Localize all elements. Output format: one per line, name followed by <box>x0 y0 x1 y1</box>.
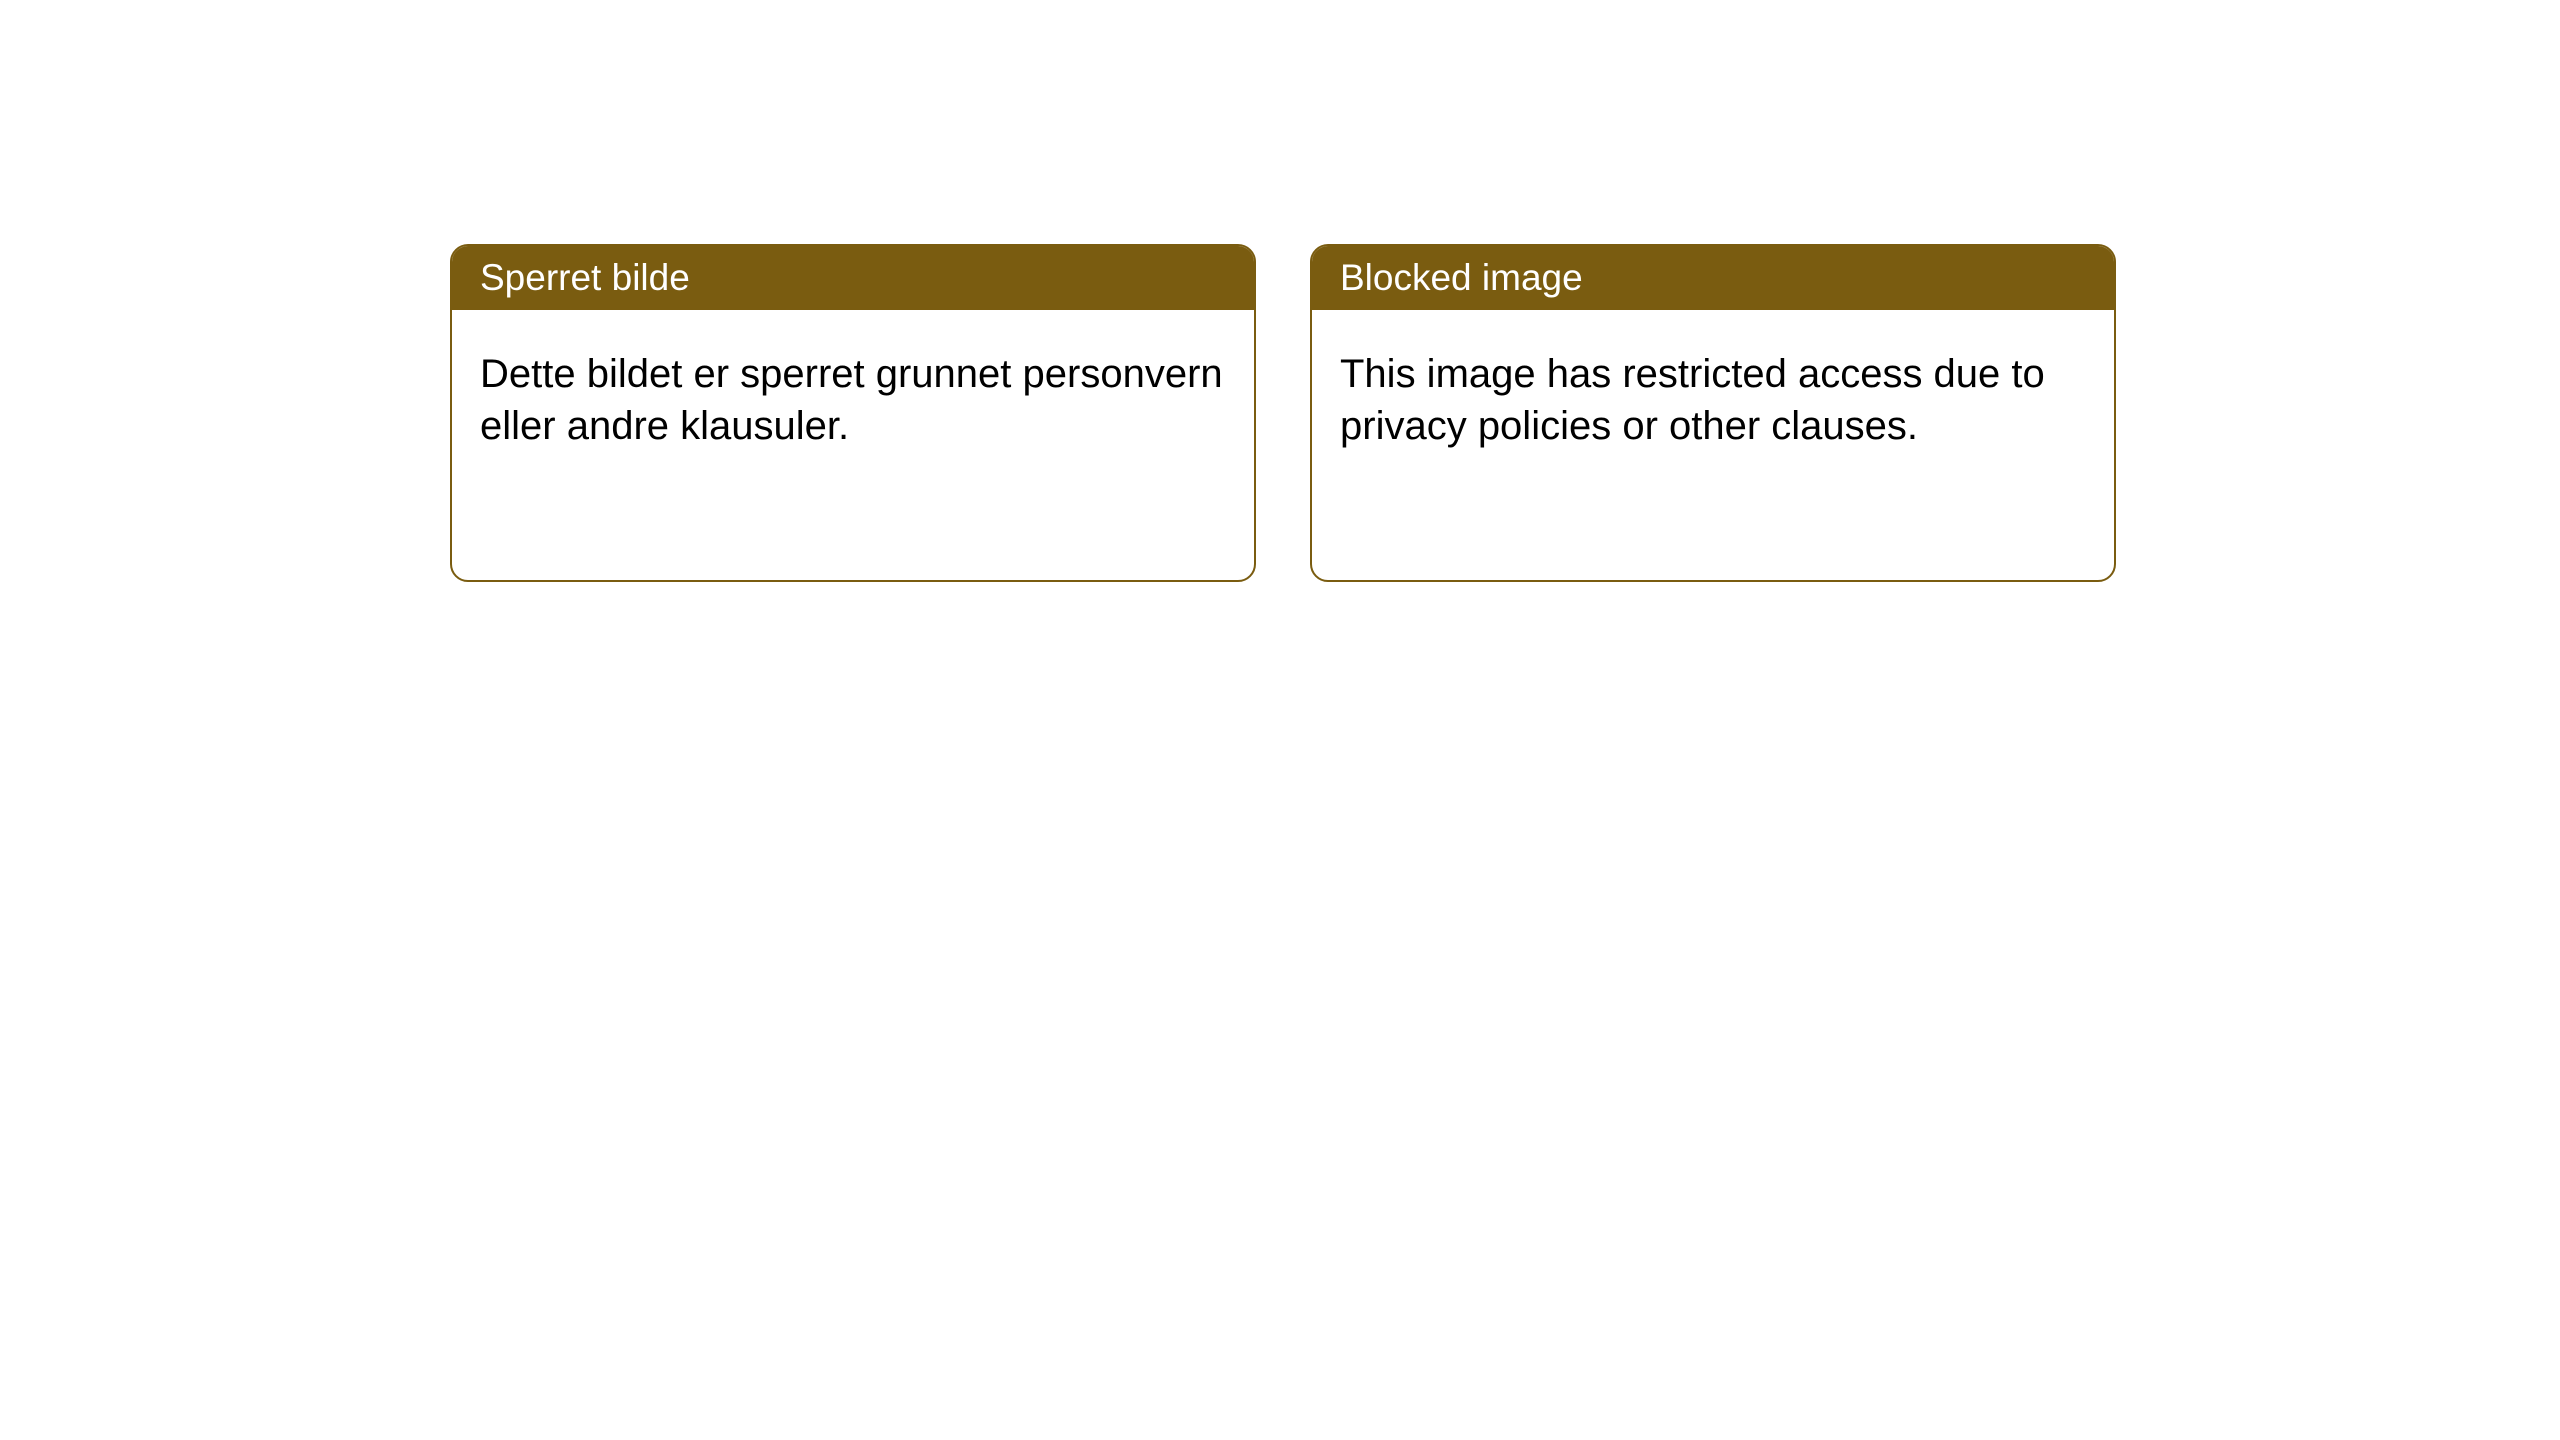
notice-text: This image has restricted access due to … <box>1340 352 2045 448</box>
notice-title: Sperret bilde <box>480 257 690 298</box>
notice-title: Blocked image <box>1340 257 1583 298</box>
notice-body: Dette bildet er sperret grunnet personve… <box>452 310 1254 490</box>
notice-header: Sperret bilde <box>452 246 1254 310</box>
notice-header: Blocked image <box>1312 246 2114 310</box>
notice-card-english: Blocked image This image has restricted … <box>1310 244 2116 582</box>
notice-body: This image has restricted access due to … <box>1312 310 2114 490</box>
notice-card-norwegian: Sperret bilde Dette bildet er sperret gr… <box>450 244 1256 582</box>
notice-text: Dette bildet er sperret grunnet personve… <box>480 352 1223 448</box>
notice-container: Sperret bilde Dette bildet er sperret gr… <box>450 244 2116 582</box>
